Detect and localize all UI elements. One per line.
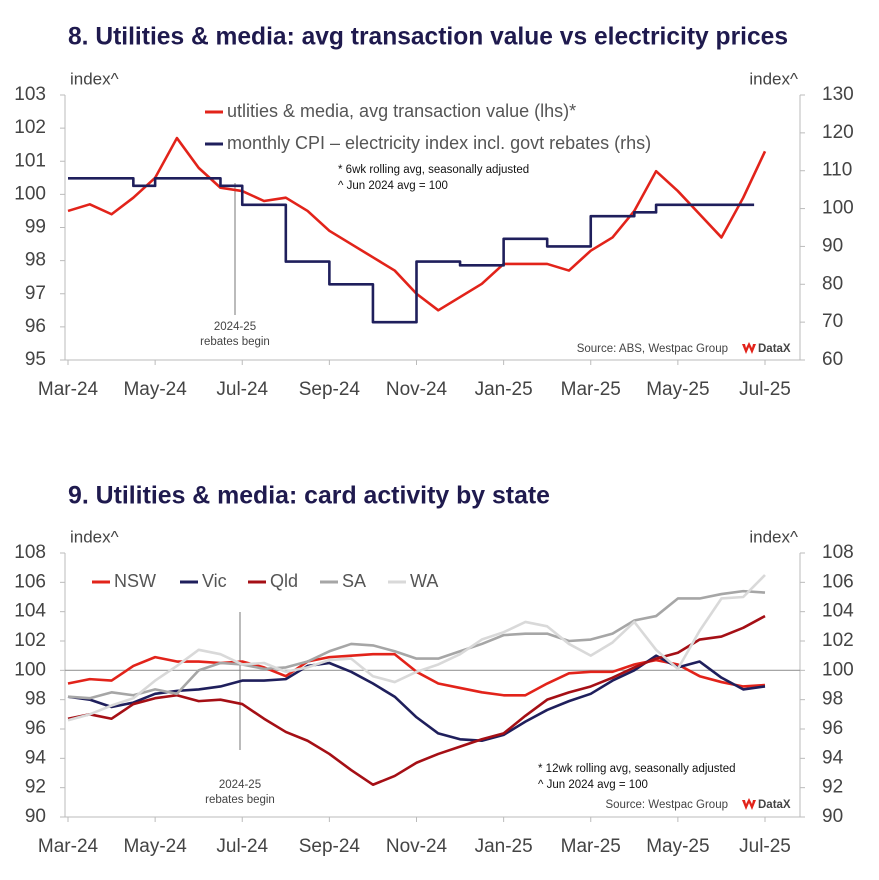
x-tick-label: Mar-24: [38, 836, 99, 857]
x-tick-label: Jan-25: [475, 836, 533, 857]
y2-tick-label: 104: [822, 601, 854, 622]
x-tick-label: May-24: [123, 379, 187, 400]
y-tick-label: 102: [14, 117, 46, 138]
chart: 9. Utilities & media: card activity by s…: [14, 482, 854, 857]
chart: 8. Utilities & media: avg transaction va…: [14, 23, 853, 400]
y-tick-label: 94: [25, 747, 47, 768]
annotation: rebates begin: [200, 336, 270, 348]
series-line: [67, 614, 766, 787]
y-tick-label: 96: [25, 316, 46, 337]
y2-tick-label: 94: [822, 747, 844, 768]
legend-label: Qld: [270, 571, 298, 591]
annotation: 2024-25: [219, 779, 261, 791]
y-tick-label: 101: [14, 150, 46, 171]
source: Source: Westpac Group: [605, 799, 728, 811]
y-tick-label: 106: [14, 571, 46, 592]
annotation: rebates begin: [205, 794, 275, 806]
y2-tick-label: 108: [822, 542, 854, 563]
series-line: [68, 176, 755, 324]
note: * 12wk rolling avg, seasonally adjusted: [538, 763, 736, 775]
x-tick-label: Jul-25: [739, 836, 791, 857]
logo-icon: [742, 798, 756, 810]
y-tick-label: 92: [25, 777, 46, 798]
x-tick-label: Mar-24: [38, 379, 99, 400]
y2-tick-label: 110: [822, 160, 852, 181]
x-tick-label: Jul-25: [739, 379, 791, 400]
y2-tick-label: 90: [822, 806, 843, 827]
y-tick-label: 100: [14, 659, 46, 680]
x-tick-label: May-24: [123, 836, 187, 857]
legend-label: monthly CPI – electricity index incl. go…: [227, 133, 651, 153]
y-tick-label: 100: [14, 183, 46, 204]
y-tick-label: 108: [14, 542, 46, 563]
x-tick-label: Mar-25: [561, 379, 621, 400]
y2-axis-label: index^: [749, 527, 798, 546]
y-tick-label: 90: [25, 806, 46, 827]
y-tick-label: 98: [25, 250, 46, 271]
y-tick-label: 97: [25, 283, 46, 304]
note: * 6wk rolling avg, seasonally adjusted: [338, 164, 529, 176]
x-tick-label: Mar-25: [561, 836, 621, 857]
y-axis-label: index^: [70, 527, 119, 546]
chart-title: 8. Utilities & media: avg transaction va…: [68, 23, 788, 51]
y-tick-label: 99: [25, 217, 46, 238]
y2-tick-label: 90: [822, 235, 843, 256]
y-axis-label: index^: [70, 69, 119, 88]
legend-label: Vic: [202, 571, 227, 591]
x-tick-label: May-25: [646, 379, 709, 400]
x-tick-label: Jul-24: [216, 836, 268, 857]
x-tick-label: Sep-24: [299, 836, 361, 857]
y2-tick-label: 100: [822, 198, 854, 219]
y2-tick-label: 92: [822, 777, 843, 798]
legend-label: SA: [342, 571, 366, 591]
note: ^ Jun 2024 avg = 100: [538, 779, 648, 791]
y2-tick-label: 100: [822, 659, 854, 680]
series-line: [67, 589, 766, 700]
legend-label: NSW: [114, 571, 156, 591]
y2-tick-label: 106: [822, 571, 854, 592]
y2-tick-label: 120: [822, 122, 854, 143]
x-tick-label: Nov-24: [386, 836, 448, 857]
y2-tick-label: 102: [822, 630, 854, 651]
y-tick-label: 98: [25, 689, 46, 710]
x-tick-label: Jan-25: [475, 379, 533, 400]
y2-axis-label: index^: [749, 69, 798, 88]
y2-tick-label: 98: [822, 689, 843, 710]
y2-tick-label: 130: [822, 84, 854, 105]
x-tick-label: Nov-24: [386, 379, 448, 400]
logo-icon: [742, 342, 756, 354]
x-tick-label: Jul-24: [216, 379, 268, 400]
source: Source: ABS, Westpac Group: [577, 343, 728, 355]
y2-tick-label: 80: [822, 273, 843, 294]
note: ^ Jun 2024 avg = 100: [338, 180, 448, 192]
y-tick-label: 104: [14, 601, 46, 622]
series-line: [67, 652, 766, 697]
series-line: [67, 574, 766, 722]
y2-tick-label: 96: [822, 718, 843, 739]
y-tick-label: 96: [25, 718, 46, 739]
y-tick-label: 103: [14, 84, 46, 105]
y-tick-label: 95: [25, 349, 46, 370]
annotation: 2024-25: [214, 321, 256, 333]
legend-label: utlities & media, avg transaction value …: [227, 101, 576, 121]
logo: DataX: [758, 799, 791, 811]
y-tick-label: 102: [14, 630, 46, 651]
chart-title: 9. Utilities & media: card activity by s…: [68, 482, 550, 510]
legend-label: WA: [410, 571, 438, 591]
x-tick-label: Sep-24: [299, 379, 361, 400]
y2-tick-label: 70: [822, 311, 843, 332]
y2-tick-label: 60: [822, 349, 843, 370]
x-tick-label: May-25: [646, 836, 709, 857]
logo: DataX: [758, 343, 791, 355]
